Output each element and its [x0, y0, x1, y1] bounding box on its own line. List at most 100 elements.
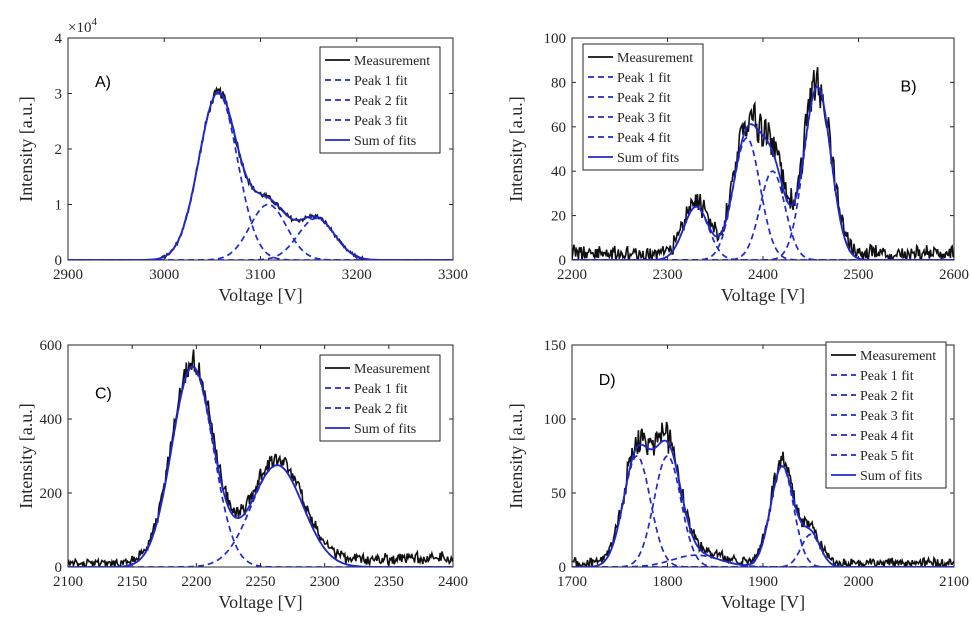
series-measurement	[572, 67, 954, 260]
y-tick-label: 100	[544, 31, 567, 47]
series-sum-of-fits	[68, 365, 453, 567]
series-sum-of-fits	[68, 91, 453, 260]
x-tick-label: 2300	[310, 574, 340, 590]
legend-entry: Peak 1 fit	[617, 71, 671, 86]
legend-box	[319, 354, 441, 442]
x-tick-label: 2100	[939, 574, 969, 590]
legend: Measurement Peak 1 fit Peak 2 fit Sum of fi…	[319, 354, 441, 442]
legend-entry: Sum of fits	[617, 151, 679, 166]
y-tick-label: 600	[40, 338, 63, 354]
x-tick-label: 2250	[246, 574, 276, 590]
y-tick-label: 0	[55, 560, 63, 576]
y-tick-label: 20	[551, 209, 566, 225]
x-tick-label: 2200	[181, 574, 211, 590]
y-axis-label: Intensity [a.u.]	[16, 403, 36, 508]
x-tick-label: 2150	[117, 574, 147, 590]
chart-panel-b: 2200 2300 2400 2500 2600 0 20 40 60 80 100 Voltage …	[506, 31, 969, 305]
y-axis-label: Intensity [a.u.]	[506, 403, 526, 508]
legend-entry: Peak 3 fit	[860, 409, 914, 424]
x-axis-label: Voltage [V]	[218, 285, 302, 305]
x-tick-label: 2900	[53, 267, 83, 283]
legend-entry: Peak 1 fit	[354, 74, 408, 89]
series-peak-3-fit	[572, 170, 954, 260]
legend-entry: Peak 4 fit	[860, 429, 914, 444]
x-tick-label: 1800	[653, 574, 683, 590]
x-tick-label: 2400	[748, 267, 778, 283]
legend: Measurement Peak 1 fit Peak 2 fit Peak 3 fi…	[582, 43, 704, 171]
y-exponent-label: ×104	[68, 16, 97, 36]
series-peak-2-fit	[68, 203, 453, 260]
chart-panel-c: 2100 2150 2200 2250 2300 2350 2400 0 200 400 600 Vo…	[16, 338, 468, 612]
y-tick-label: 4	[55, 31, 63, 47]
series-peak-2-fit	[572, 137, 954, 260]
y-tick-label: 3	[55, 87, 63, 103]
x-tick-label: 3300	[438, 267, 468, 283]
legend-entry: Peak 3 fit	[354, 114, 408, 129]
x-axis-label: Voltage [V]	[218, 592, 302, 612]
x-tick-label: 3200	[342, 267, 372, 283]
y-tick-label: 400	[40, 412, 63, 428]
legend-entry: Peak 4 fit	[617, 131, 671, 146]
y-axis-label: Intensity [a.u.]	[506, 96, 526, 201]
x-tick-label: 1900	[748, 574, 778, 590]
y-tick-label: 150	[544, 338, 567, 354]
series-peak-1-fit	[572, 455, 954, 567]
legend: Measurement Peak 1 fit Peak 2 fit Peak 3 fi…	[825, 341, 947, 489]
legend: Measurement Peak 1 fit Peak 2 fit Peak 3 fi…	[319, 46, 441, 154]
y-tick-label: 0	[559, 253, 567, 269]
series-peak-5-fit	[572, 554, 954, 567]
y-tick-label: 200	[40, 486, 63, 502]
legend-entry: Measurement	[354, 362, 430, 377]
panel-label: C)	[95, 385, 112, 402]
y-exponent-power: 4	[91, 16, 97, 28]
plot-area	[572, 67, 954, 260]
plot-area	[68, 85, 453, 260]
y-axis-label: Intensity [a.u.]	[16, 96, 36, 201]
series-measurement	[68, 349, 453, 567]
panel-label: A)	[95, 74, 111, 91]
x-axis-label: Voltage [V]	[721, 285, 805, 305]
x-tick-label: 2600	[939, 267, 969, 283]
legend-entry: Peak 1 fit	[860, 369, 914, 384]
series-sum-of-fits	[572, 439, 954, 567]
x-tick-label: 2350	[374, 574, 404, 590]
plot-area	[572, 421, 954, 567]
legend-entry: Measurement	[617, 51, 693, 66]
x-tick-label: 3100	[246, 267, 276, 283]
x-tick-label: 2100	[53, 574, 83, 590]
series-sum-of-fits	[572, 85, 954, 260]
x-tick-label: 2500	[844, 267, 874, 283]
plot-area	[68, 349, 453, 567]
chart-panel-d: 1700 1800 1900 2000 2100 0 50 100 150 Voltage [V]…	[506, 338, 969, 612]
legend-entry: Measurement	[860, 349, 936, 364]
series-peak-3-fit	[68, 217, 453, 260]
legend-entry: Measurement	[354, 54, 430, 69]
legend-entry: Peak 2 fit	[860, 389, 914, 404]
x-tick-label: 2000	[844, 574, 874, 590]
x-tick-label: 1700	[557, 574, 587, 590]
series-peak-1-fit	[68, 92, 453, 260]
panel-label: B)	[901, 78, 917, 95]
y-tick-label: 100	[544, 412, 567, 428]
x-tick-label: 2200	[557, 267, 587, 283]
y-tick-label: 50	[551, 486, 566, 502]
series-peak-2-fit	[68, 464, 453, 567]
x-tick-label: 3000	[149, 267, 179, 283]
y-tick-label: 60	[551, 120, 566, 136]
y-tick-label: 0	[55, 253, 63, 269]
legend-entry: Sum of fits	[354, 422, 416, 437]
legend-entry: Peak 5 fit	[860, 449, 914, 464]
legend-box	[582, 43, 704, 171]
y-tick-label: 40	[551, 164, 566, 180]
y-tick-label: 1	[55, 198, 63, 214]
legend-entry: Peak 1 fit	[354, 382, 408, 397]
x-tick-label: 2400	[438, 574, 468, 590]
x-tick-label: 2300	[653, 267, 683, 283]
series-measurement	[572, 421, 954, 567]
y-tick-label: 80	[551, 75, 566, 91]
legend-entry: Peak 2 fit	[617, 91, 671, 106]
legend-entry: Sum of fits	[354, 134, 416, 149]
x-axis-label: Voltage [V]	[721, 592, 805, 612]
series-measurement	[68, 85, 453, 260]
